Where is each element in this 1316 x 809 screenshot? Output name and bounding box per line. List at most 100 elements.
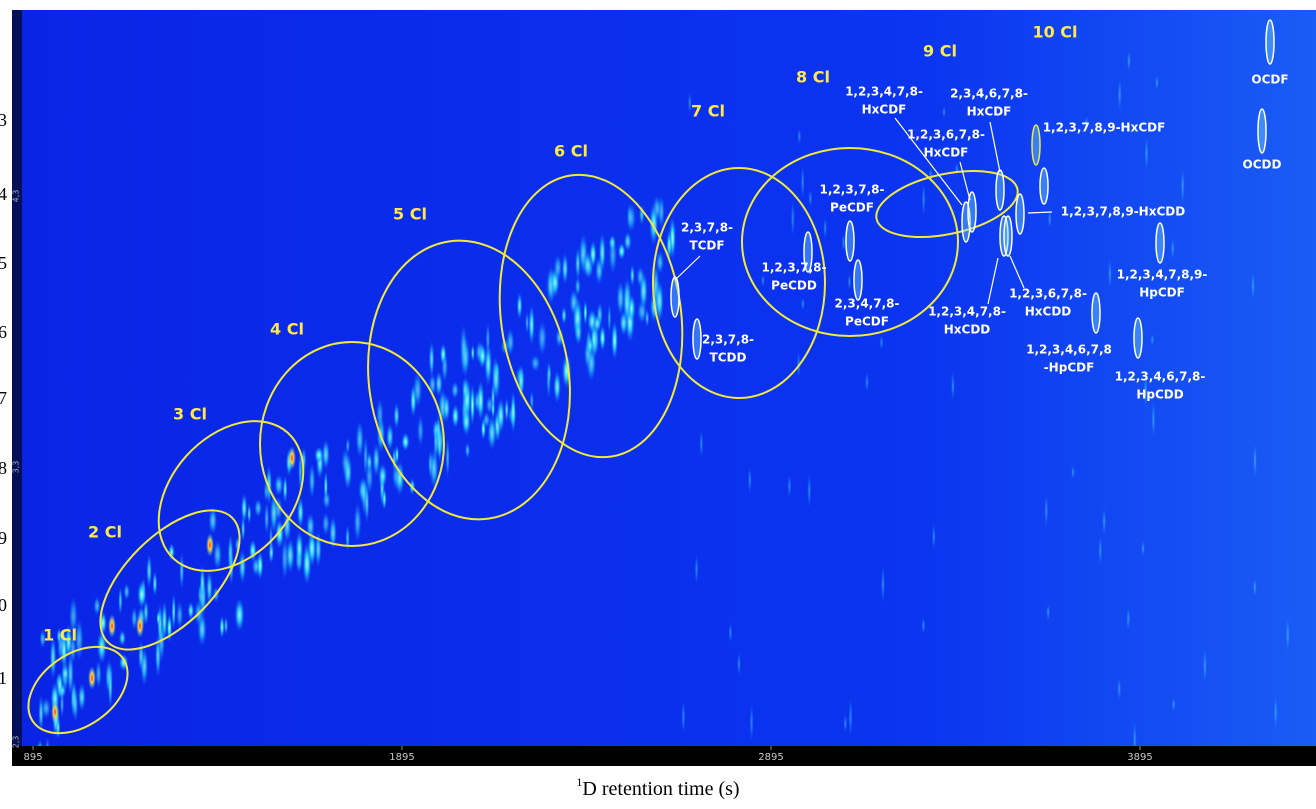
spot [366,451,373,473]
spot [321,512,330,536]
homolog-ellipse [27,645,129,735]
y-edge-label: 4 [0,184,7,204]
spot [296,496,304,529]
spot [760,274,765,287]
spot [841,233,846,253]
spot [583,299,588,326]
x-axis-title-text: D retention time (s) [582,778,739,800]
spot [528,304,535,346]
spot [611,320,619,361]
homolog-ellipse [259,341,445,547]
spot [1141,540,1146,557]
spot [1117,677,1122,701]
peak-marker [967,191,977,233]
spot [429,448,439,490]
spot [623,231,632,252]
hot-spot [51,700,59,724]
y-small-label: 3,3 [12,461,21,474]
peak-marker [803,231,813,273]
spot [206,570,213,606]
spot [1046,603,1051,622]
spot [800,297,805,311]
peak-marker [1039,167,1049,205]
y-edge-label: 7 [0,388,7,408]
spot [459,324,468,367]
spot [617,242,626,260]
homolog-ellipse [875,170,1019,238]
x-axis-band [12,746,1316,766]
spot [666,229,673,261]
congener-label: 1,2,3,7,8,9-HxCDF [1043,121,1166,135]
spot [482,411,491,429]
congener-label: HxCDF [924,146,969,160]
spot [525,311,530,335]
spot [681,699,686,735]
spot [800,164,805,200]
spot [376,397,384,432]
spot [234,598,245,632]
peak-marker [670,276,680,318]
spot [879,334,884,351]
spot [848,697,853,738]
spot [490,399,496,419]
spot [737,651,742,677]
leader-line [959,161,971,201]
spot [364,481,370,524]
peak-marker [845,220,855,262]
spot [171,592,176,631]
spot [451,404,460,429]
spot [470,344,475,362]
homolog-ellipse [99,509,241,651]
spot [555,327,564,348]
spot [593,314,602,334]
spot [321,439,330,470]
peak-marker [1091,292,1101,334]
spot [807,473,812,509]
spot [1126,50,1131,72]
congener-label: OCDD [1243,158,1282,172]
spot [95,659,102,689]
spot [950,370,955,402]
homolog-label: 7 Cl [691,102,725,121]
peak-marker [995,169,1005,211]
spot [1102,506,1107,537]
spot [417,414,424,447]
spot [1273,694,1278,731]
spot [537,320,547,356]
homolog-label: 1 Cl [43,626,77,645]
spot [1251,270,1256,301]
spot [1171,697,1176,713]
y-edge-label: 5 [0,253,7,273]
peak-marker [1133,317,1143,359]
x-tick-label: 3895 [1127,752,1152,763]
spot [598,232,606,273]
congener-label: 2,3,7,8- [702,333,754,347]
congener-label: 2,3,7,8- [681,221,733,235]
peak-marker [1031,124,1041,166]
homolog-ellipse [652,167,826,399]
spot [607,303,612,334]
congener-label: 1,2,3,7,8- [762,261,827,275]
spot [118,630,126,647]
spot [93,596,101,616]
spot [138,640,145,672]
congener-label: 1,2,3,4,6,7,8 [1026,343,1112,357]
spot [1151,400,1156,439]
spot [728,622,733,644]
spot [574,320,583,346]
congener-label: PeCDF [830,201,874,215]
congener-label: -HpCDF [1044,361,1095,375]
y-edge-label: 1 [0,668,7,688]
spot [436,410,441,454]
spot [823,216,828,240]
spot [931,522,936,551]
spot [345,524,350,552]
spot [123,583,130,601]
spot [626,202,636,233]
congener-label: 2,3,4,7,8- [835,297,900,311]
spot [49,635,57,680]
spot [1044,493,1049,528]
spot [39,629,46,649]
spot [561,306,567,325]
spot [308,462,316,499]
